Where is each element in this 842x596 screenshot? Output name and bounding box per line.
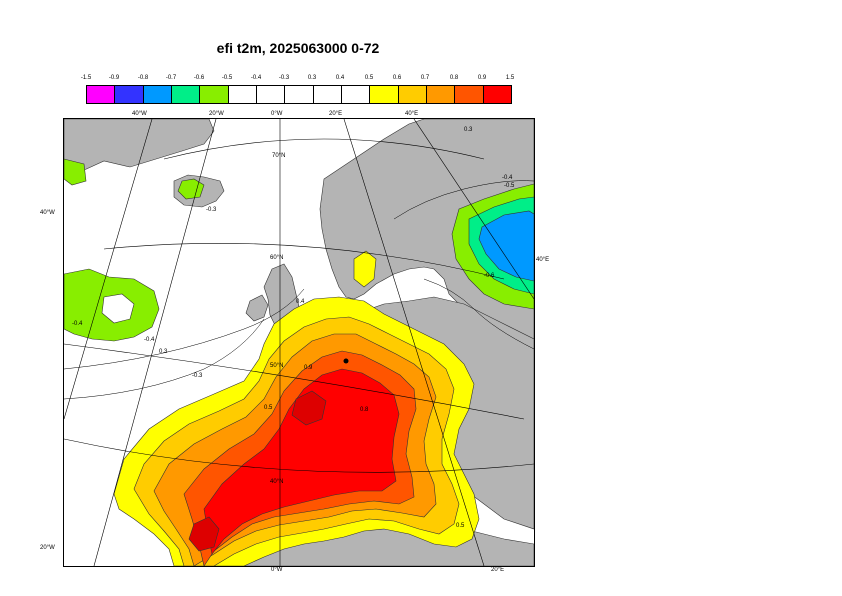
lon-label-bottom: 20°E [491, 567, 505, 573]
legend-labels: -1.5 -0.9 -0.8 -0.7 -0.6 -0.5 -0.4 -0.3 … [81, 75, 514, 85]
legend-label: 0.3 [307, 75, 317, 81]
color-legend: -1.5 -0.9 -0.8 -0.7 -0.6 -0.5 -0.4 -0.3 … [81, 75, 514, 104]
lat-label-60n: 60°N [270, 255, 283, 261]
graticule-70n [163, 138, 485, 160]
legend-color-box [87, 86, 116, 103]
legend-label: 0.6 [392, 75, 402, 81]
efi-green-iceland [177, 178, 205, 200]
efi-green-greenland [64, 158, 87, 186]
lon-label-bottom: 0°W [271, 567, 283, 573]
contour-label: -0.4 [72, 321, 83, 327]
contour-label: -0.5 [504, 183, 515, 189]
lon-label-top: 0°W [271, 111, 283, 117]
contour-label: 0.8 [360, 407, 369, 413]
legend-color-box [256, 86, 286, 103]
lon-label-top: 40°W [132, 111, 147, 117]
efi-deepred-france [291, 390, 327, 426]
lon-label-top: 20°E [329, 111, 343, 117]
legend-color-box [285, 86, 314, 103]
legend-color-box [426, 86, 456, 103]
legend-label: -0.7 [165, 75, 177, 81]
contour-label: -0.6 [484, 273, 495, 279]
legend-color-box [483, 86, 511, 103]
legend-color-box [455, 86, 484, 103]
ireland-land [245, 294, 269, 322]
legend-label: -0.4 [250, 75, 262, 81]
legend-color-bar [86, 85, 512, 104]
efi-green-atlantic-hole [101, 293, 135, 324]
legend-color-box [370, 86, 399, 103]
graticule-20e [343, 119, 485, 566]
legend-label: -0.8 [137, 75, 149, 81]
legend-label: 0.8 [449, 75, 459, 81]
legend-label: 0.4 [335, 75, 345, 81]
legend-color-box [341, 86, 371, 103]
efi-map: 0.3 -0.3 -0.4 -0.5 -0.4 0.3 0.4 -0.3 -0.… [63, 118, 535, 567]
max-point-marker [343, 358, 349, 364]
legend-label: -1.5 [80, 75, 92, 81]
graticule-50n [64, 343, 525, 420]
efi-yellow-baltic [353, 250, 377, 288]
legend-color-box [228, 86, 257, 103]
contour-line [393, 180, 534, 220]
lat-label-left: 40°W [40, 210, 55, 216]
contour-label: 0.3 [159, 349, 168, 355]
legend-label: -0.3 [278, 75, 290, 81]
efi-blue-russia [478, 210, 534, 282]
map-canvas: 0.3 -0.3 -0.4 -0.5 -0.4 0.3 0.4 -0.3 -0.… [64, 119, 534, 566]
legend-label: 0.9 [477, 75, 487, 81]
contour-label: -0.3 [192, 373, 203, 379]
lon-label-top: 40°E [405, 111, 419, 117]
legend-label: -0.9 [108, 75, 120, 81]
scandinavia-land [319, 119, 534, 360]
legend-color-box [171, 86, 201, 103]
map-title: efi t2m, 2025063000 0-72 [216, 40, 380, 56]
lon-label-top: 20°W [209, 111, 224, 117]
contour-label: 0.5 [456, 523, 465, 529]
contour-label: 0.3 [464, 127, 473, 133]
contour-line [64, 318, 265, 400]
lat-label-40n: 40°N [270, 479, 283, 485]
legend-label: -0.5 [221, 75, 233, 81]
contour-label: -0.4 [502, 175, 513, 181]
graticule-40e [413, 119, 534, 300]
lat-label-right: 40°E [536, 257, 550, 263]
efi-deepred-iberia [188, 516, 220, 552]
efi-red [203, 368, 400, 555]
contour-label: 0.4 [296, 299, 305, 305]
graticule-60n [103, 242, 505, 280]
contour-line [423, 278, 534, 350]
graticule-40n [64, 438, 534, 473]
legend-color-box [200, 86, 229, 103]
lat-label-50n: 50°N [270, 363, 283, 369]
lat-label-left: 20°W [40, 545, 55, 551]
graticule-40w [64, 119, 153, 420]
legend-color-box [398, 86, 427, 103]
legend-label: 0.7 [420, 75, 430, 81]
contour-label: -0.4 [144, 337, 155, 343]
legend-color-box [115, 86, 144, 103]
contour-line [64, 288, 305, 370]
contour-label: 0.5 [264, 405, 273, 411]
legend-color-box [313, 86, 342, 103]
legend-color-box [143, 86, 172, 103]
graticule-20w [93, 119, 217, 566]
legend-label: 1.5 [505, 75, 515, 81]
contour-label: -0.3 [206, 207, 217, 213]
lat-label-70n: 70°N [272, 153, 285, 159]
legend-label: -0.6 [193, 75, 205, 81]
contour-label: 0.9 [304, 365, 313, 371]
legend-label: 0.5 [364, 75, 374, 81]
